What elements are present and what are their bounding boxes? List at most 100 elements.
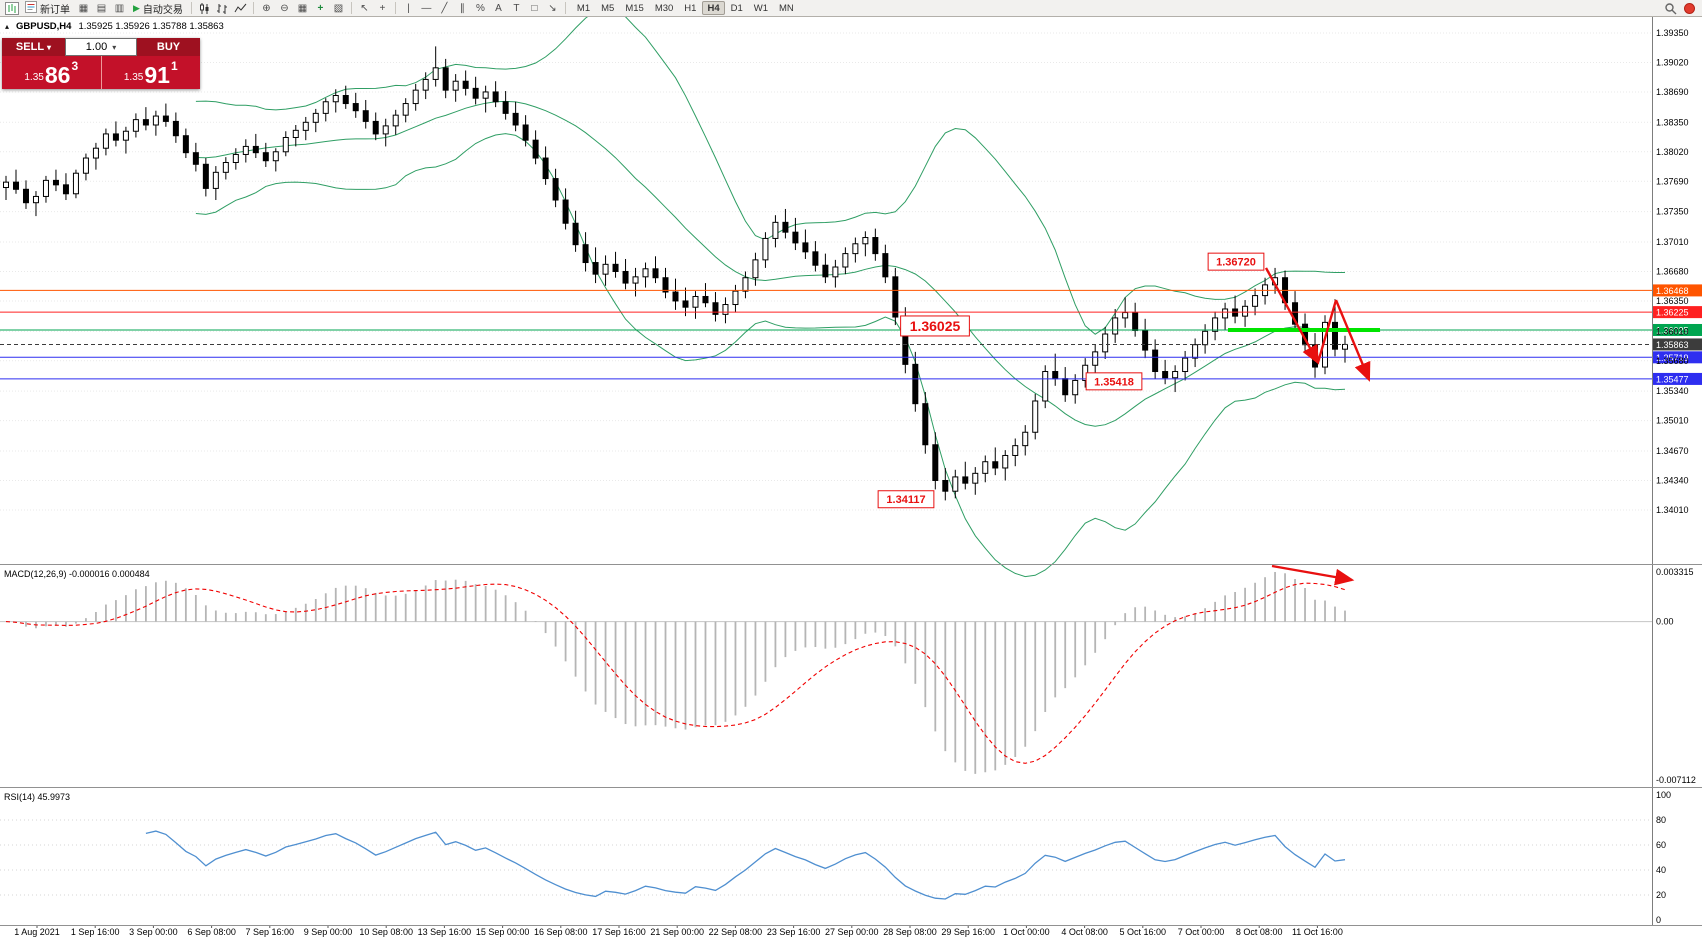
timeframe-h4[interactable]: H4 <box>702 1 725 15</box>
line-chart-icon[interactable] <box>232 1 249 16</box>
toolbar-separator <box>252 2 254 14</box>
svg-text:-0.007112: -0.007112 <box>1656 775 1696 785</box>
symbol-name: GBPUSD,H4 <box>16 21 72 32</box>
svg-text:1.35010: 1.35010 <box>1656 416 1689 426</box>
price-divider <box>100 56 102 89</box>
svg-text:1.39350: 1.39350 <box>1656 28 1689 38</box>
lot-size-input[interactable]: 1.00 ▾ <box>65 38 137 56</box>
profiles-icon[interactable]: ▦ <box>78 2 89 14</box>
toolbar-separator <box>394 2 396 14</box>
svg-text:1 Sep 16:00: 1 Sep 16:00 <box>71 927 120 937</box>
toolbar-right-group <box>1662 1 1699 16</box>
svg-text:1.36025: 1.36025 <box>910 318 961 334</box>
market-watch-icon[interactable]: ▤ <box>96 2 107 14</box>
new-chart-icon[interactable] <box>3 1 20 16</box>
buy-price-button[interactable]: 1.35 91 1 <box>102 56 201 89</box>
label-icon[interactable]: T <box>513 2 520 14</box>
auto-trading-play-icon: ▶ <box>133 2 140 13</box>
ohlc-values: 1.35925 1.35926 1.35788 1.35863 <box>78 21 224 32</box>
svg-text:1 Aug 2021: 1 Aug 2021 <box>14 927 60 937</box>
time-axis[interactable]: 1 Aug 2021 1 Sep 16:00 3 Sep 00:00 6 Sep 08… <box>14 925 1343 937</box>
macd-indicator <box>0 564 1652 774</box>
svg-text:80: 80 <box>1656 815 1666 825</box>
chart-annotations[interactable]: 1.36720 1.36025 1.35418 1.34117 <box>877 252 1380 509</box>
svg-text:15 Sep 00:00: 15 Sep 00:00 <box>476 927 530 937</box>
arrows-tool-icon[interactable]: ↘ <box>548 2 557 14</box>
svg-text:1.35418: 1.35418 <box>1094 376 1134 388</box>
new-order-button[interactable]: 新订单 <box>21 0 74 16</box>
svg-text:1.36010: 1.36010 <box>1656 326 1689 336</box>
svg-text:23 Sep 16:00: 23 Sep 16:00 <box>767 927 821 937</box>
timeframe-d1[interactable]: D1 <box>730 3 743 14</box>
svg-text:8 Oct 08:00: 8 Oct 08:00 <box>1236 927 1283 937</box>
price-level-lines[interactable]: 1.36468 1.36225 1.36025 1.35863 1.35719 1.354… <box>0 284 1702 385</box>
terminal-window-icon[interactable]: ▥ <box>114 2 125 14</box>
svg-text:1.35863: 1.35863 <box>1656 340 1689 350</box>
main-toolbar: 新订单 ▦ ▤ ▥ ▶ 自动交易 ⊕ ⊖ ▦ + ▧ ↖ + | — ╱ ∥ % <box>0 0 1702 17</box>
svg-text:1.38690: 1.38690 <box>1656 87 1689 97</box>
svg-text:28 Sep 08:00: 28 Sep 08:00 <box>883 927 937 937</box>
vertical-line-icon[interactable]: | <box>407 2 410 14</box>
sell-caret-icon: ▾ <box>47 42 52 52</box>
buy-label: BUY <box>156 41 181 53</box>
sell-price-button[interactable]: 1.35 86 3 <box>2 56 101 89</box>
timeframe-m5[interactable]: M5 <box>601 3 615 14</box>
notification-badge[interactable] <box>1684 2 1695 14</box>
svg-text:1.36225: 1.36225 <box>1656 308 1689 318</box>
svg-text:10 Sep 08:00: 10 Sep 08:00 <box>359 927 413 937</box>
crosshair-icon[interactable]: + <box>379 2 386 14</box>
lot-value: 1.00 <box>85 41 108 53</box>
trendline-icon[interactable]: ╱ <box>441 2 448 14</box>
svg-text:40: 40 <box>1656 865 1666 875</box>
lot-caret-icon: ▾ <box>112 42 117 52</box>
bar-chart-icon[interactable] <box>214 1 231 16</box>
sell-button[interactable]: SELL ▾ <box>2 38 65 56</box>
one-click-trading-panel[interactable]: SELL ▾ 1.00 ▾ BUY 1.35 86 3 1.35 91 1 <box>2 38 200 89</box>
rsi-indicator <box>0 819 1652 900</box>
svg-text:1.37010: 1.37010 <box>1656 237 1689 247</box>
text-icon[interactable]: A <box>495 2 502 14</box>
svg-text:1.35477: 1.35477 <box>1656 374 1689 384</box>
svg-text:1.34670: 1.34670 <box>1656 446 1689 456</box>
svg-text:1.39020: 1.39020 <box>1656 57 1689 67</box>
tile-windows-icon[interactable]: ▦ <box>297 2 308 14</box>
timeframe-m30[interactable]: M30 <box>654 3 674 14</box>
fibonacci-icon[interactable]: % <box>475 2 485 14</box>
svg-text:11 Oct 16:00: 11 Oct 16:00 <box>1292 927 1343 937</box>
timeframe-mn[interactable]: MN <box>779 3 794 14</box>
channel-icon[interactable]: ∥ <box>459 2 465 14</box>
svg-text:16 Sep 08:00: 16 Sep 08:00 <box>534 927 588 937</box>
timeframe-w1[interactable]: W1 <box>753 3 769 14</box>
panel-collapse-icon[interactable]: ▴ <box>5 22 10 31</box>
buy-button[interactable]: BUY <box>137 38 200 56</box>
sell-price-pip: 3 <box>71 59 79 73</box>
auto-trading-button[interactable]: ▶ 自动交易 <box>129 1 187 16</box>
candlestick-chart-icon[interactable] <box>196 1 213 16</box>
svg-text:1.36468: 1.36468 <box>1656 286 1689 296</box>
rsi-label: RSI(14) 45.9973 <box>4 792 70 802</box>
svg-text:1.36680: 1.36680 <box>1656 266 1689 276</box>
templates-icon[interactable]: ▧ <box>333 2 344 14</box>
toolbar-separator <box>190 2 192 14</box>
zoom-in-icon[interactable]: ⊕ <box>262 2 271 14</box>
shapes-icon[interactable]: □ <box>531 2 538 14</box>
cursor-icon[interactable]: ↖ <box>360 2 369 14</box>
svg-text:4 Oct 08:00: 4 Oct 08:00 <box>1061 927 1108 937</box>
rsi-axis[interactable]: 100 80 60 40 20 0 <box>1656 790 1671 925</box>
search-icon[interactable] <box>1662 1 1679 16</box>
svg-text:60: 60 <box>1656 840 1666 850</box>
add-indicator-icon[interactable]: + <box>317 2 324 14</box>
candlesticks <box>3 46 1348 501</box>
timeframe-h1[interactable]: H1 <box>684 3 697 14</box>
macd-axis[interactable]: 0.003315 0.00 -0.007112 <box>1656 567 1696 785</box>
price-axis[interactable]: 1.39350 1.39020 1.38690 1.38350 1.38020 1.376… <box>1656 28 1689 515</box>
timeframe-m15[interactable]: M15 <box>625 3 644 14</box>
buy-price-prefix: 1.35 <box>123 72 144 83</box>
horizontal-line-icon[interactable]: — <box>421 2 432 14</box>
svg-text:1.34117: 1.34117 <box>886 494 925 506</box>
sell-price-prefix: 1.35 <box>24 72 44 83</box>
timeframe-m1[interactable]: M1 <box>576 3 591 14</box>
zoom-out-icon[interactable]: ⊖ <box>280 2 289 14</box>
toolbar-separator <box>350 2 352 14</box>
